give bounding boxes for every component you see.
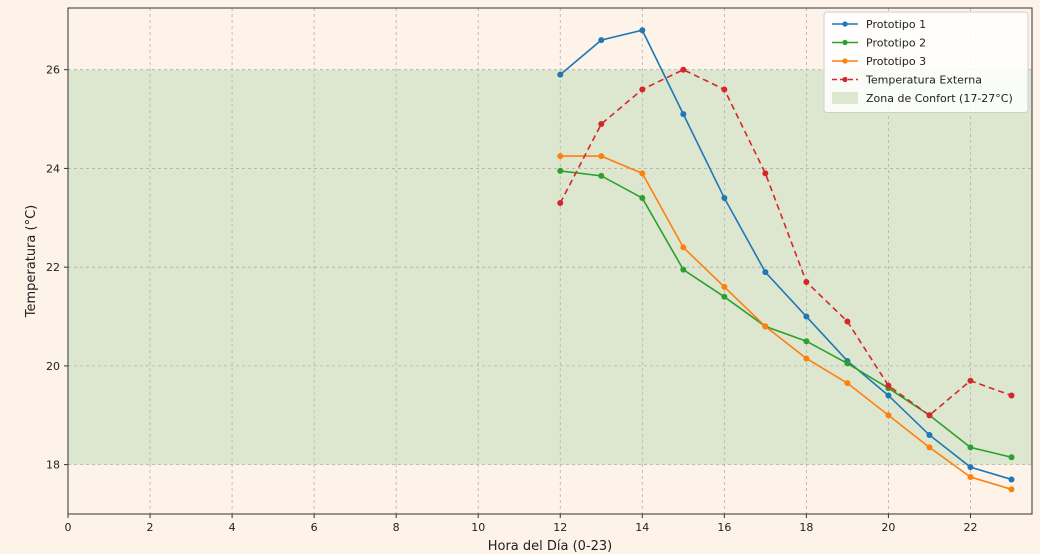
- x-tick-label: 20: [881, 521, 895, 534]
- data-point: [967, 473, 974, 480]
- data-point: [1008, 454, 1015, 461]
- legend-label: Prototipo 3: [866, 55, 926, 68]
- legend: Prototipo 1 Prototipo 2 Prototipo 3 Tempera…: [823, 11, 1029, 113]
- data-point: [762, 170, 769, 177]
- x-tick-label: 4: [229, 521, 236, 534]
- legend-label: Zona de Confort (17-27°C): [866, 92, 1013, 105]
- data-point: [721, 283, 728, 290]
- data-point: [844, 380, 851, 387]
- x-tick-label: 18: [799, 521, 813, 534]
- data-point: [598, 121, 605, 128]
- series-line: [560, 155, 1012, 491]
- y-tick-label: 24: [46, 162, 60, 175]
- x-tick-label: 0: [65, 521, 72, 534]
- data-point: [1008, 486, 1015, 493]
- data-point: [721, 293, 728, 300]
- data-point: [639, 27, 646, 34]
- data-point: [967, 377, 974, 384]
- data-point: [1008, 392, 1015, 399]
- y-tick-label: 18: [46, 459, 60, 472]
- series-3: [557, 153, 1015, 493]
- legend-marker: [842, 21, 848, 27]
- x-tick-label: 8: [393, 521, 400, 534]
- legend-marker: [842, 58, 848, 64]
- x-tick-label: 2: [147, 521, 154, 534]
- y-axis-label: Temperatura (°C): [24, 205, 39, 318]
- data-point: [885, 382, 892, 389]
- data-point: [967, 464, 974, 471]
- legend-label: Temperatura Externa: [865, 74, 982, 87]
- data-point: [844, 318, 851, 325]
- legend-marker: [842, 39, 848, 46]
- data-point: [639, 195, 646, 202]
- data-point: [803, 338, 810, 345]
- legend-box: [823, 11, 1029, 113]
- series-4: [557, 66, 1015, 419]
- series-line: [559, 68, 1012, 417]
- data-point: [680, 66, 687, 73]
- data-point: [639, 170, 646, 177]
- data-point: [803, 313, 810, 320]
- x-axis-label: Hora del Día (0-23): [488, 539, 613, 554]
- series-line: [560, 170, 1012, 459]
- data-point: [926, 444, 933, 451]
- data-point: [762, 269, 769, 276]
- data-point: [803, 278, 810, 285]
- y-axis: 18 20 22 24 26: [46, 64, 68, 472]
- data-point: [1008, 476, 1015, 483]
- data-point: [885, 412, 892, 419]
- data-point: [721, 86, 728, 93]
- y-tick-label: 20: [46, 360, 60, 373]
- data-point: [598, 37, 605, 44]
- data-point: [967, 444, 974, 451]
- data-point: [721, 195, 728, 202]
- x-tick-label: 14: [635, 521, 649, 534]
- data-point: [762, 323, 769, 330]
- legend-band-swatch: [832, 92, 858, 104]
- grid: [67, 8, 1032, 514]
- x-tick-label: 6: [311, 521, 318, 534]
- data-point: [557, 71, 564, 78]
- legend-marker: [842, 76, 848, 83]
- y-tick-label: 26: [46, 64, 60, 77]
- plot-frame: [67, 7, 1033, 515]
- x-tick-label: 12: [553, 521, 567, 534]
- data-point: [926, 412, 933, 419]
- data-point: [803, 355, 810, 362]
- data-point: [598, 153, 605, 160]
- data-point: [639, 86, 646, 93]
- series-layer: [557, 27, 1015, 493]
- x-axis: 0 2 4 6 8 10 12 14 16 18 20 22: [65, 514, 977, 534]
- x-tick-label: 16: [717, 521, 731, 534]
- legend-label: Prototipo 2: [866, 37, 926, 50]
- data-point: [885, 392, 892, 399]
- y-tick-label: 22: [46, 261, 60, 274]
- data-point: [557, 153, 564, 160]
- data-point: [598, 172, 605, 179]
- data-point: [557, 167, 564, 174]
- x-tick-label: 22: [963, 521, 977, 534]
- x-tick-label: 10: [471, 521, 485, 534]
- data-point: [926, 432, 933, 439]
- series-1: [557, 27, 1015, 483]
- data-point: [680, 244, 687, 251]
- series-line: [559, 29, 1012, 481]
- data-point: [844, 360, 851, 367]
- data-point: [680, 266, 687, 273]
- data-point: [680, 111, 687, 118]
- legend-label: Prototipo 1: [866, 18, 926, 31]
- data-point: [557, 199, 564, 206]
